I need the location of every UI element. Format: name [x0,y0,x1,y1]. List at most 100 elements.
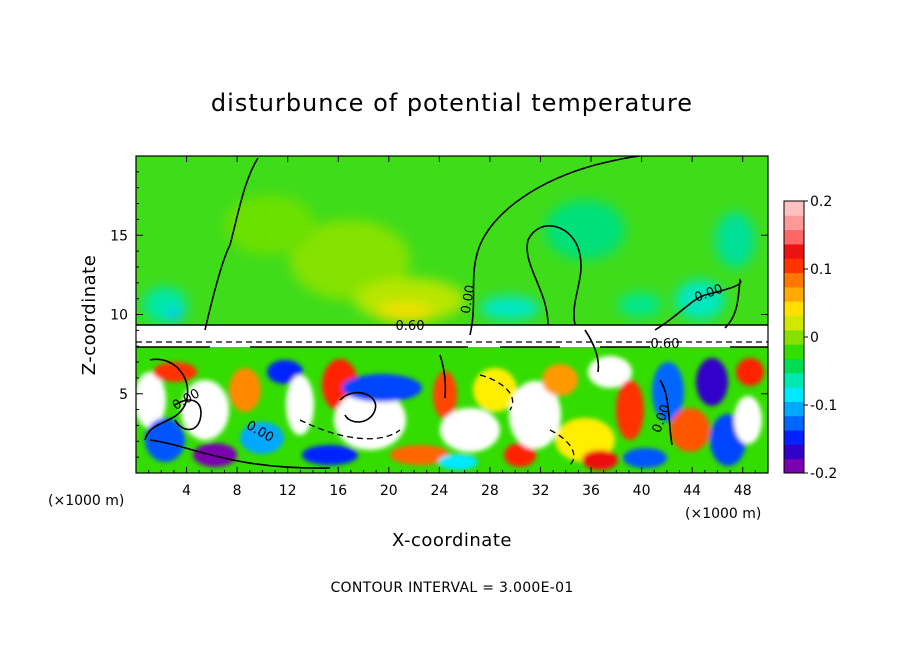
contour-line [149,439,331,469]
colorbar-swatch [784,315,804,331]
eddy-patch [181,380,229,440]
x-tick-label: 24 [430,483,448,499]
eddy-patch [736,358,764,386]
colorbar-tick-label: -0.1 [810,398,837,414]
x-tick-label: 28 [481,483,499,499]
eddy-patch [504,443,536,467]
contour-line [584,329,600,373]
colorbar-swatch [784,201,804,216]
colorbar-swatch [784,258,804,274]
contour-line [526,225,582,326]
eddy-patch [616,380,644,440]
colorbar-swatch [784,272,804,288]
x-axis-ticks: 4 8 12 16 20 24 28 32 36 40 44 48 [148,156,756,499]
eddy-patch [652,362,684,422]
x-tick-label: 4 [182,483,191,499]
eddy-patch [136,372,166,428]
eddy-patch [240,422,284,454]
plot-area: 0.00 0.000.000.600.600.00 0.00 [136,156,768,473]
x-tick-label: 36 [582,483,600,499]
x-tick-label: 12 [279,483,297,499]
eddy-patch [509,381,561,449]
colorbar-swatch [784,444,804,460]
contour-interval-note: CONTOUR INTERVAL = 3.000E-01 [330,580,573,596]
eddy-patch [623,448,667,468]
upper-patch [715,212,755,268]
y-tick-label: 5 [119,387,128,403]
eddy-patch [473,368,517,412]
contour-lines [136,156,768,469]
eddy-patch [286,375,314,435]
contour-line [144,358,189,441]
colorbar-swatch [784,387,804,402]
eddy-patch [670,408,710,452]
y-axis-ticks: 5 10 15 [110,171,768,458]
upper-patch [618,293,662,317]
contour-line-negative [549,429,575,466]
contour-label: 0.60 [651,337,680,352]
eddy-patch [438,454,478,470]
x-tick-label: 16 [329,483,347,499]
x-unit-left: (×1000 m) [48,493,124,509]
upper-patch [377,302,433,322]
colorbar: 0.2 0.1 0 -0.1 -0.2 [783,194,837,482]
eddy-patch [229,368,261,412]
x-tick-label: 40 [633,483,651,499]
upper-patch [290,220,410,300]
x-unit-right: (×1000 m) [685,506,761,522]
eddy-patch [145,418,185,462]
y-tick-label: 10 [110,308,128,324]
colorbar-swatch [784,229,804,245]
colorbar-swatch [784,215,804,231]
contour-label: 0.00 [459,284,479,315]
eddy-patch [734,396,762,444]
colorbar-swatch [784,430,804,445]
eddy-patch [193,443,237,467]
colorbar-swatch [784,458,804,474]
x-tick-label: 32 [532,483,550,499]
chart-title: disturbunce of potential temperature [211,89,693,117]
colorbar-swatch [784,401,804,417]
upper-patch [675,280,725,320]
upper-patch [167,308,183,322]
contour-line [174,399,202,431]
x-tick-label: 48 [734,483,752,499]
upper-patch [545,200,625,260]
y-tick-label: 15 [110,228,128,244]
eddy-patch [153,362,197,382]
colorbar-tick-label: 0.2 [810,194,832,210]
upper-patch [480,296,540,320]
colorbar-swatch [784,415,804,431]
eddy-patch [390,445,450,465]
contour-line [659,379,673,446]
eddy-patch [302,445,358,465]
colorbar-swatch [784,372,804,388]
contour-line [654,278,742,331]
colorbar-swatch [784,243,804,259]
contour-line-negative [479,374,514,411]
y-axis-label: Z-coordinate [79,255,100,376]
x-tick-label: 20 [380,483,398,499]
contour-line [439,354,447,399]
colorbar-swatch [784,286,804,302]
x-axis-label: X-coordinate [392,530,512,551]
contour-line-negative [299,419,401,440]
contour-line [204,157,259,331]
colorbar-swatch [784,358,804,374]
colorbar-swatch [784,329,804,345]
colorbar-tick-label: 0 [810,330,819,346]
upper-patch [225,195,315,255]
eddy-patch [582,450,618,470]
colorbar-tick-label: 0.1 [810,262,832,278]
x-tick-label: 44 [683,483,701,499]
eddy-patch [696,358,728,406]
eddy-patch [542,364,578,396]
x-tick-label: 8 [233,483,242,499]
colorbar-tick-label: -0.2 [810,466,837,482]
upper-field-patches [143,195,755,323]
turbulent-eddies [136,356,764,470]
contour-line [469,156,641,336]
contour-line [339,391,377,423]
contour-label: 0.60 [396,319,425,334]
